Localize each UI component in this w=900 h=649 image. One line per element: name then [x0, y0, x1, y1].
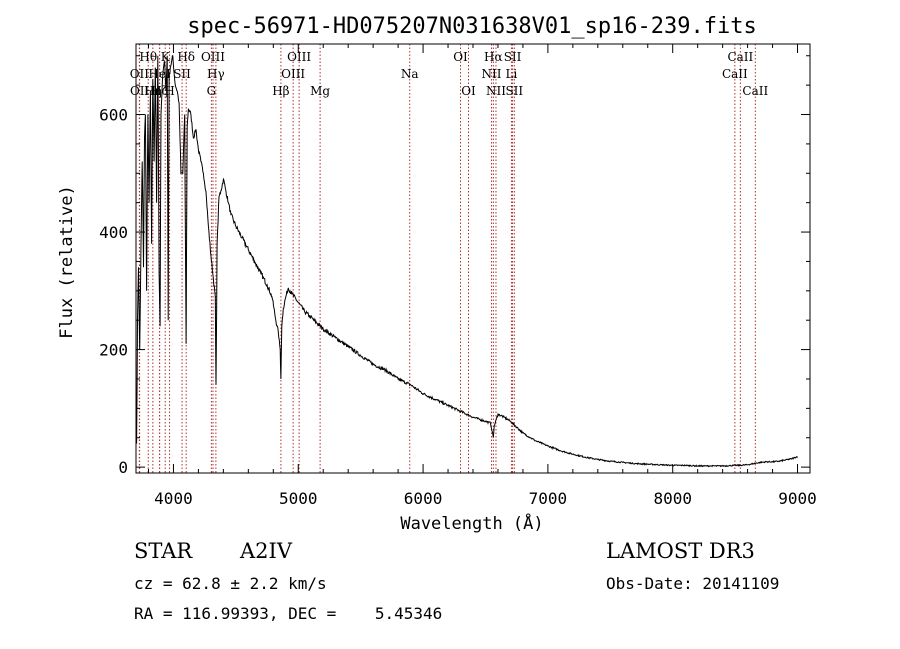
- spectral-line-label: SII: [504, 50, 522, 64]
- spectral-lines: [138, 44, 756, 473]
- x-tick-label: 8000: [653, 489, 692, 508]
- flux-curve: [135, 55, 798, 468]
- spectral-line-label: Hα: [484, 50, 503, 64]
- spectral-line-label: Mg: [310, 84, 330, 98]
- chart-title: spec-56971-HD075207N031638V01_sp16-239.f…: [187, 14, 757, 39]
- observation-date: Obs-Date: 20141109: [606, 574, 780, 593]
- spectral-line-label: K: [161, 50, 171, 64]
- spectral-line-label: NII: [486, 84, 506, 98]
- x-tick-label: 4000: [154, 489, 193, 508]
- coordinates: RA = 116.99393, DEC = 5.45346: [134, 604, 443, 623]
- spectral-line-label: CaII: [727, 50, 753, 64]
- spectral-line-label: OIII: [287, 50, 311, 64]
- spectral-line-label: Hδ: [177, 50, 195, 64]
- y-tick-label: 400: [99, 223, 128, 242]
- plot-frame: [135, 43, 811, 474]
- survey-name: LAMOST DR3: [606, 539, 755, 563]
- y-axis-label: Flux (relative): [57, 185, 77, 339]
- x-tick-label: 7000: [529, 489, 568, 508]
- object-class: STAR: [134, 539, 193, 563]
- spectral-line-label: CaII: [742, 84, 768, 98]
- spectral-line-label: OI: [461, 84, 476, 98]
- spectral-line-label: SII: [505, 84, 523, 98]
- x-tick-label: 5000: [279, 489, 318, 508]
- spectral-line-label: SII: [173, 67, 191, 81]
- spectral-line-label: Hβ: [272, 84, 289, 98]
- spectral-line-label: Hθ: [139, 50, 157, 64]
- axis-ticks: 4000 5000 6000 7000 8000 9000 0 200 400 600: [99, 44, 817, 508]
- y-tick-label: 200: [99, 341, 128, 360]
- spectral-line-label: OII: [130, 67, 150, 81]
- spectral-line-label: Na: [401, 67, 419, 81]
- spectral-line-label: NII: [481, 67, 501, 81]
- y-tick-label: 600: [99, 106, 128, 125]
- spectral-line-label: OII: [130, 84, 150, 98]
- y-tick-label: 0: [118, 458, 128, 477]
- x-axis-label: Wavelength (Å): [400, 512, 543, 534]
- spectral-line-label: OI: [453, 50, 468, 64]
- x-tick-label: 6000: [404, 489, 443, 508]
- spectral-line-label: Hγ: [207, 67, 225, 81]
- spectral-line-label: Li: [506, 67, 518, 81]
- redshift-value: cz = 62.8 ± 2.2 km/s: [134, 574, 327, 593]
- x-tick-label: 9000: [778, 489, 817, 508]
- object-subclass: A2IV: [240, 539, 292, 563]
- spectral-line-label: G: [207, 84, 217, 98]
- spectral-line-label: H: [164, 84, 174, 98]
- spectral-line-label: OIII: [281, 67, 305, 81]
- spectral-line-label: OIII: [201, 50, 225, 64]
- spectral-line-label: CaII: [722, 67, 748, 81]
